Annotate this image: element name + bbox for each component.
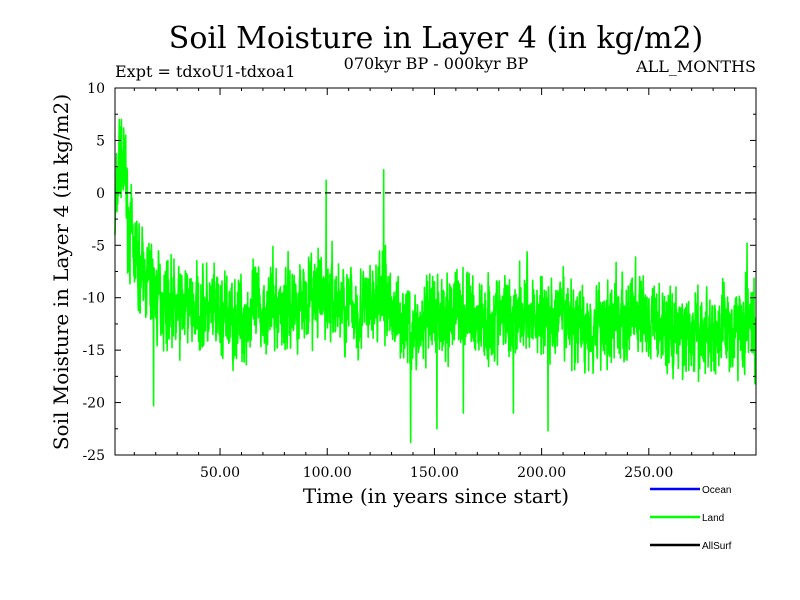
x-tick-label: 100.00 (303, 465, 352, 481)
plot-frame (114, 87, 757, 456)
y-tick-label: -10 (82, 291, 105, 307)
y-axis-label: Soil Moisture in Layer 4 (in kg/m2) (49, 94, 73, 450)
y-axis: 10 5 0 -5 -10 -15 -20 -25 (82, 81, 756, 464)
y-tick-label: 5 (96, 133, 105, 149)
x-tick-label: 50.00 (200, 465, 240, 481)
series-line-land (114, 118, 757, 444)
chart-title: Soil Moisture in Layer 4 (in kg/m2) (169, 21, 703, 56)
y-tick-label: 10 (87, 81, 105, 97)
experiment-label: Expt = tdxoU1-tdxoa1 (115, 62, 295, 81)
legend-label-land: Land (702, 513, 724, 524)
legend: Ocean Land AllSurf (650, 485, 732, 552)
y-tick-label: 0 (96, 186, 105, 202)
legend-label-ocean: Ocean (702, 485, 731, 496)
chart-subtitle: 070kyr BP - 000kyr BP (344, 54, 529, 73)
plot-area (114, 118, 757, 444)
x-axis: 50.00 100.00 150.00 200.00 250.00 (133, 88, 736, 481)
period-label: ALL_MONTHS (635, 57, 756, 76)
x-axis-label: Time (in years since start) (303, 484, 569, 508)
legend-label-allsurf: AllSurf (702, 541, 732, 552)
x-tick-label: 200.00 (517, 465, 566, 481)
y-tick-label: -5 (91, 238, 105, 254)
x-tick-label: 150.00 (410, 465, 459, 481)
y-tick-label: -25 (82, 448, 105, 464)
y-tick-label: -20 (82, 396, 105, 412)
y-tick-label: -15 (82, 343, 105, 359)
x-tick-label: 250.00 (624, 465, 673, 481)
